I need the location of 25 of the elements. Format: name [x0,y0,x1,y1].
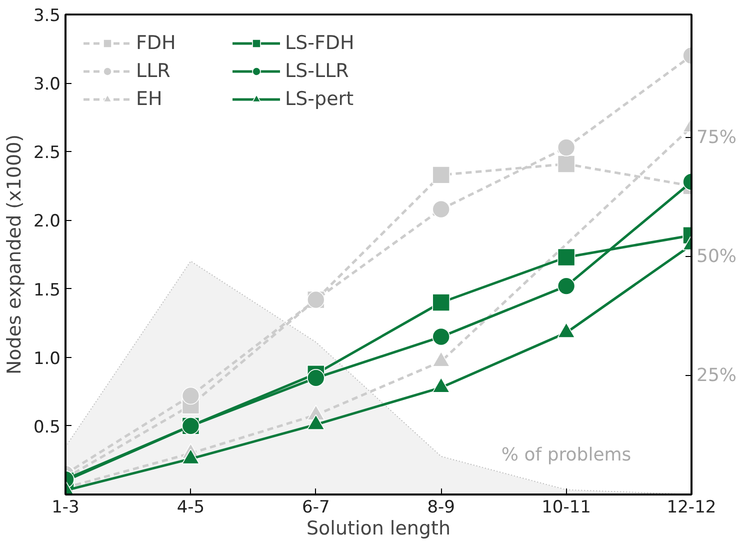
y-tick-label: 3.5 [33,6,61,26]
y-tick-label: 2.5 [33,143,61,164]
x-tick-label: 8-9 [427,498,455,518]
legend-label: LS-FDH [285,32,356,54]
x-tick-label: 10-11 [542,498,592,518]
x-tick-label: 4-5 [176,498,205,518]
legend-label: FDH [136,32,177,54]
x-tick-label: 6-7 [302,498,330,518]
y-tick-label: 1.5 [33,280,61,300]
y-tick-label: 2.0 [33,212,61,232]
x-tick-label: 12-12 [666,498,716,518]
legend-label: LLR [136,60,172,82]
series-label: % of problems [501,444,632,466]
legend-label: LS-LLR [285,60,350,82]
y-tick-label: 0.5 [33,417,61,438]
x-axis-title: Solution length [306,518,451,540]
y-tick-label: 3.0 [33,74,61,95]
y2-tick-label: 50% [696,246,737,267]
legend-label: LS-pert [285,88,355,110]
y2-tick-label: 25% [696,364,737,386]
y2-tick-label: 75% [696,126,737,148]
y-axis-title: Nodes expanded (x1000) [3,134,26,375]
y-tick-label: 1.0 [33,348,61,369]
x-tick-label: 1-3 [52,498,80,518]
legend-label: EH [136,88,164,110]
